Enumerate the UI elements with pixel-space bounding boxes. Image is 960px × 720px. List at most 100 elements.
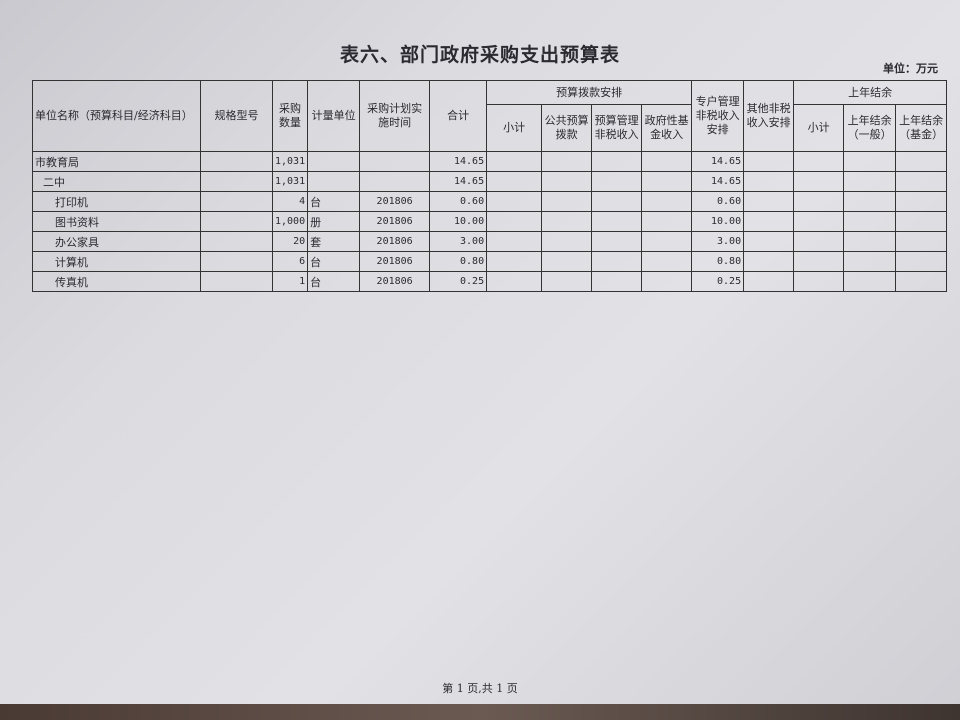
cell-b-sub bbox=[486, 211, 543, 232]
cell-time: 201806 bbox=[359, 271, 431, 292]
table-row: 市教育局 1,031 14.65 14.65 bbox=[32, 151, 948, 172]
cell-b-public bbox=[541, 151, 593, 172]
cell-p-general bbox=[843, 271, 897, 292]
table-row: 传真机 1 台 201806 0.25 0.25 bbox=[32, 271, 948, 292]
cell-p-general bbox=[843, 151, 897, 172]
cell-b-mgmt bbox=[591, 251, 643, 272]
header-p-fund: 上年结余（基金） bbox=[895, 104, 948, 152]
header-name: 单位名称（预算科目/经济科目） bbox=[32, 80, 201, 152]
cell-unit: 台 bbox=[307, 191, 361, 212]
header-other: 其他非税收入安排 bbox=[743, 80, 795, 152]
cell-p-fund bbox=[895, 211, 948, 232]
cell-unit bbox=[307, 171, 361, 192]
cell-special: 14.65 bbox=[691, 171, 745, 192]
header-prev-group: 上年结余 bbox=[793, 79, 948, 106]
header-special: 专户管理非税收入安排 bbox=[691, 80, 745, 152]
table-row: 计算机 6 台 201806 0.80 0.80 bbox=[32, 251, 948, 272]
cell-total: 0.25 bbox=[429, 271, 488, 292]
header-time: 采购计划实施时间 bbox=[359, 80, 431, 152]
cell-qty: 1,031 bbox=[271, 151, 309, 172]
cell-b-sub bbox=[486, 251, 543, 272]
table-row: 二中 1,031 14.65 14.65 bbox=[32, 171, 948, 192]
cell-special: 14.65 bbox=[691, 151, 745, 172]
cell-time: 201806 bbox=[359, 231, 431, 252]
cell-p-general bbox=[843, 211, 897, 232]
cell-total: 14.65 bbox=[429, 151, 488, 172]
cell-p-sub bbox=[793, 251, 845, 272]
cell-b-public bbox=[541, 211, 593, 232]
cell-p-sub bbox=[793, 271, 845, 292]
cell-total: 14.65 bbox=[429, 171, 488, 192]
cell-b-fund bbox=[641, 231, 693, 252]
cell-p-fund bbox=[895, 191, 948, 212]
page-footer: 第 1 页,共 1 页 bbox=[442, 682, 518, 695]
cell-special: 0.60 bbox=[691, 191, 745, 212]
cell-p-sub bbox=[793, 191, 845, 212]
procurement-budget-table: 单位名称（预算科目/经济科目） 规格型号 采购数量 计量单位 采购计划实施时间 … bbox=[32, 79, 948, 292]
cell-other bbox=[743, 171, 795, 192]
cell-other bbox=[743, 191, 795, 212]
cell-b-sub bbox=[486, 271, 543, 292]
cell-p-general bbox=[843, 191, 897, 212]
cell-b-mgmt bbox=[591, 271, 643, 292]
cell-special: 0.25 bbox=[691, 271, 745, 292]
cell-p-fund bbox=[895, 271, 948, 292]
cell-other bbox=[743, 271, 795, 292]
cell-b-sub bbox=[486, 171, 543, 192]
cell-b-fund bbox=[641, 151, 693, 172]
cell-p-sub bbox=[793, 151, 845, 172]
cell-qty: 1 bbox=[271, 271, 309, 292]
cell-other bbox=[743, 251, 795, 272]
header-spec: 规格型号 bbox=[200, 80, 273, 152]
cell-b-fund bbox=[641, 171, 693, 192]
cell-qty: 1,000 bbox=[271, 211, 309, 232]
header-p-general: 上年结余（一般） bbox=[843, 104, 897, 152]
cell-time: 201806 bbox=[359, 191, 431, 212]
cell-b-fund bbox=[641, 271, 693, 292]
cell-spec bbox=[200, 251, 273, 272]
cell-b-mgmt bbox=[591, 171, 643, 192]
header-budget-group: 预算拨款安排 bbox=[486, 79, 693, 106]
header-qty: 采购数量 bbox=[271, 80, 309, 152]
header-b-mgmt: 预算管理非税收入 bbox=[591, 104, 643, 152]
cell-b-sub bbox=[486, 231, 543, 252]
cell-p-fund bbox=[895, 251, 948, 272]
cell-p-fund bbox=[895, 151, 948, 172]
cell-p-fund bbox=[895, 171, 948, 192]
cell-name: 图书资料 bbox=[32, 211, 201, 232]
cell-special: 0.80 bbox=[691, 251, 745, 272]
cell-qty: 1,031 bbox=[271, 171, 309, 192]
cell-p-general bbox=[843, 171, 897, 192]
cell-p-fund bbox=[895, 231, 948, 252]
cell-time: 201806 bbox=[359, 251, 431, 272]
cell-b-mgmt bbox=[591, 231, 643, 252]
header-p-sub: 小计 bbox=[793, 104, 845, 152]
cell-spec bbox=[200, 211, 273, 232]
cell-time bbox=[359, 151, 431, 172]
table-row: 打印机 4 台 201806 0.60 0.60 bbox=[32, 191, 948, 212]
cell-total: 0.60 bbox=[429, 191, 488, 212]
cell-spec bbox=[200, 151, 273, 172]
cell-b-public bbox=[541, 231, 593, 252]
cell-unit: 套 bbox=[307, 231, 361, 252]
cell-time: 201806 bbox=[359, 211, 431, 232]
cell-b-public bbox=[541, 271, 593, 292]
table-surface bbox=[0, 704, 960, 720]
cell-time bbox=[359, 171, 431, 192]
header-b-public: 公共预算拨款 bbox=[541, 104, 593, 152]
cell-b-mgmt bbox=[591, 151, 643, 172]
cell-name: 办公家具 bbox=[32, 231, 201, 252]
cell-other bbox=[743, 231, 795, 252]
cell-other bbox=[743, 211, 795, 232]
cell-p-general bbox=[843, 251, 897, 272]
cell-spec bbox=[200, 231, 273, 252]
cell-name: 打印机 bbox=[32, 191, 201, 212]
cell-special: 10.00 bbox=[691, 211, 745, 232]
cell-b-fund bbox=[641, 191, 693, 212]
header-b-sub: 小计 bbox=[486, 104, 543, 152]
cell-other bbox=[743, 151, 795, 172]
cell-name: 二中 bbox=[32, 171, 201, 192]
cell-qty: 4 bbox=[271, 191, 309, 212]
cell-unit: 台 bbox=[307, 271, 361, 292]
page-title: 表六、部门政府采购支出预算表 bbox=[339, 44, 620, 66]
